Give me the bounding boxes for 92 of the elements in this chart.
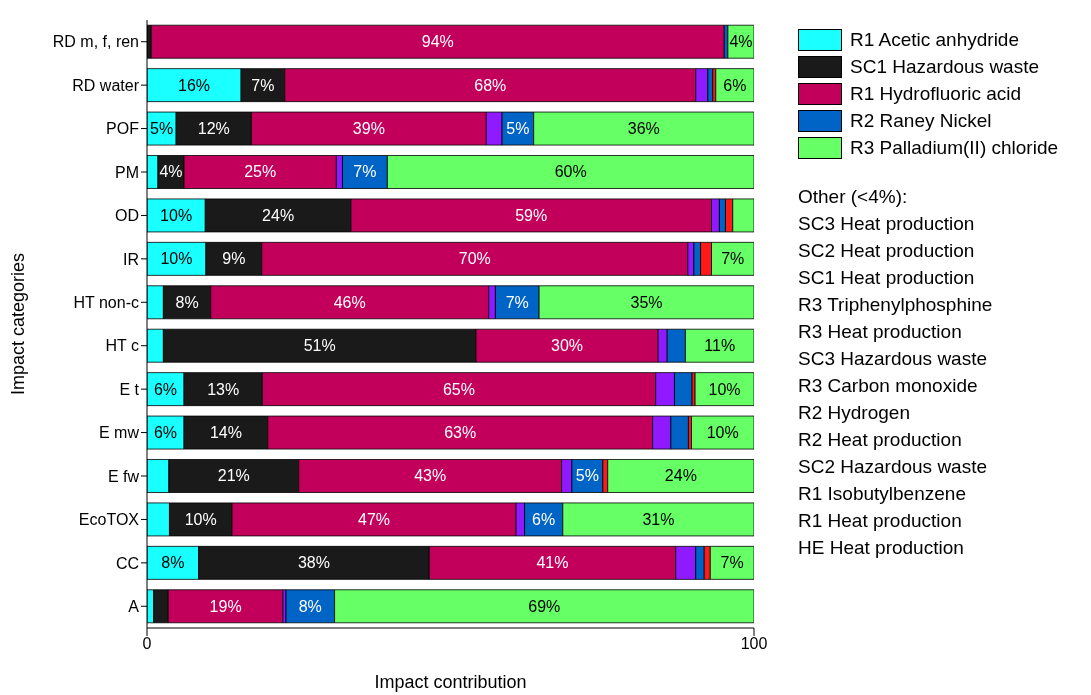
data-label: 25% <box>244 163 277 181</box>
text: Other (<4%): <box>798 185 909 209</box>
text: SC3 Heat production <box>798 212 976 236</box>
y-tick-label: PM <box>115 163 139 181</box>
data-label: 24% <box>664 467 697 485</box>
text: R2 Hydrogen <box>798 401 911 425</box>
data-label: 6% <box>532 510 556 528</box>
text: SC2 Heat production <box>798 239 976 263</box>
data-label: 94% <box>421 33 454 51</box>
data-label: 6% <box>723 76 747 94</box>
text: R3 Triphenylphosphine <box>798 293 994 317</box>
data-label: 24% <box>262 206 295 224</box>
y-tick-label: OD <box>115 207 139 225</box>
data-label: 5% <box>575 467 599 485</box>
data-label: 43% <box>414 467 447 485</box>
text: R3 Carbon monoxide <box>798 374 979 398</box>
data-label: 5% <box>506 120 530 138</box>
y-tick-label: E t <box>119 380 140 398</box>
data-label: 51% <box>303 337 336 355</box>
data-label: 65% <box>442 380 476 398</box>
y-tick-label: POF <box>106 120 140 138</box>
x-axis-title: Impact contribution <box>374 672 527 692</box>
data-label: 8% <box>175 293 199 311</box>
text: HE Heat production <box>798 536 965 560</box>
text: R3 Heat production <box>798 320 963 344</box>
legend-label: R2 Raney Nickel <box>850 109 992 132</box>
data-label: 16% <box>178 76 211 94</box>
data-label: 6% <box>153 380 178 398</box>
data-label: 69% <box>528 597 561 615</box>
text: R2 Heat production <box>798 428 963 452</box>
y-tick-label: E mw <box>99 424 140 442</box>
data-label: 7% <box>251 76 275 94</box>
data-label: 10% <box>184 510 217 528</box>
data-label: 36% <box>627 120 660 138</box>
data-label: 41% <box>536 554 569 572</box>
y-tick-label: A <box>128 597 140 615</box>
data-label: 7% <box>720 554 744 572</box>
data-label: 10% <box>706 424 739 442</box>
data-label: 59% <box>515 206 548 224</box>
legend-label: R3 Palladium(II) chloride <box>850 136 1059 159</box>
data-label: 70% <box>458 250 491 268</box>
data-label: 19% <box>209 597 242 615</box>
legend-label: SC1 Hazardous waste <box>850 55 1040 78</box>
data-label: 7% <box>353 163 377 181</box>
bar <box>691 415 754 450</box>
x-tick-label: 100 <box>740 635 768 653</box>
data-label: 4% <box>159 163 183 181</box>
y-tick-label: IR <box>123 250 139 268</box>
data-label: 35% <box>630 293 663 311</box>
data-label: 14% <box>209 424 242 442</box>
text: R1 Isobutylbenzene <box>798 482 967 506</box>
y-tick-label: EcoTOX <box>78 511 140 529</box>
data-label: 39% <box>352 120 385 138</box>
data-label: 8% <box>161 554 185 572</box>
data-label: 68% <box>474 76 507 94</box>
data-label: 46% <box>333 293 366 311</box>
data-label: 10% <box>708 380 741 398</box>
data-label: 30% <box>551 337 584 355</box>
y-tick-label: HT non-c <box>73 293 139 311</box>
data-label: 12% <box>197 120 230 138</box>
legend-label: R1 Hydrofluoric acid <box>850 82 1022 105</box>
data-label: 9% <box>222 250 246 268</box>
data-label: 13% <box>207 380 240 398</box>
data-label: 60% <box>554 163 587 181</box>
data-label: 4% <box>729 33 753 51</box>
data-label: 63% <box>444 424 477 442</box>
y-tick-label: CC <box>115 554 139 572</box>
legend-label: R1 Acetic anhydride <box>850 28 1019 51</box>
data-label: 5% <box>150 120 174 138</box>
text: SC2 Hazardous waste <box>798 455 989 479</box>
data-label: 38% <box>297 554 330 572</box>
y-axis-title: Impact categories <box>8 252 29 396</box>
data-label: 11% <box>704 337 736 355</box>
data-label: 7% <box>721 250 745 268</box>
y-tick-label: RD water <box>72 76 140 94</box>
y-tick-label: HT c <box>105 337 139 355</box>
y-tick-label: E fw <box>107 467 140 485</box>
text: R1 Heat production <box>798 509 963 533</box>
data-label: 6% <box>153 424 178 442</box>
bar <box>150 24 725 59</box>
y-tick-label: RD m, f, ren <box>52 33 139 51</box>
x-tick-label: 0 <box>142 635 152 653</box>
data-label: 47% <box>358 510 391 528</box>
bar <box>694 372 754 407</box>
data-label: 10% <box>160 206 193 224</box>
data-label: 7% <box>505 293 529 311</box>
data-label: 8% <box>298 597 322 615</box>
data-label: 10% <box>160 250 193 268</box>
data-label: 31% <box>642 510 675 528</box>
text: SC3 Hazardous waste <box>798 347 989 371</box>
data-label: 21% <box>217 467 250 485</box>
text: SC1 Heat production <box>798 266 976 290</box>
